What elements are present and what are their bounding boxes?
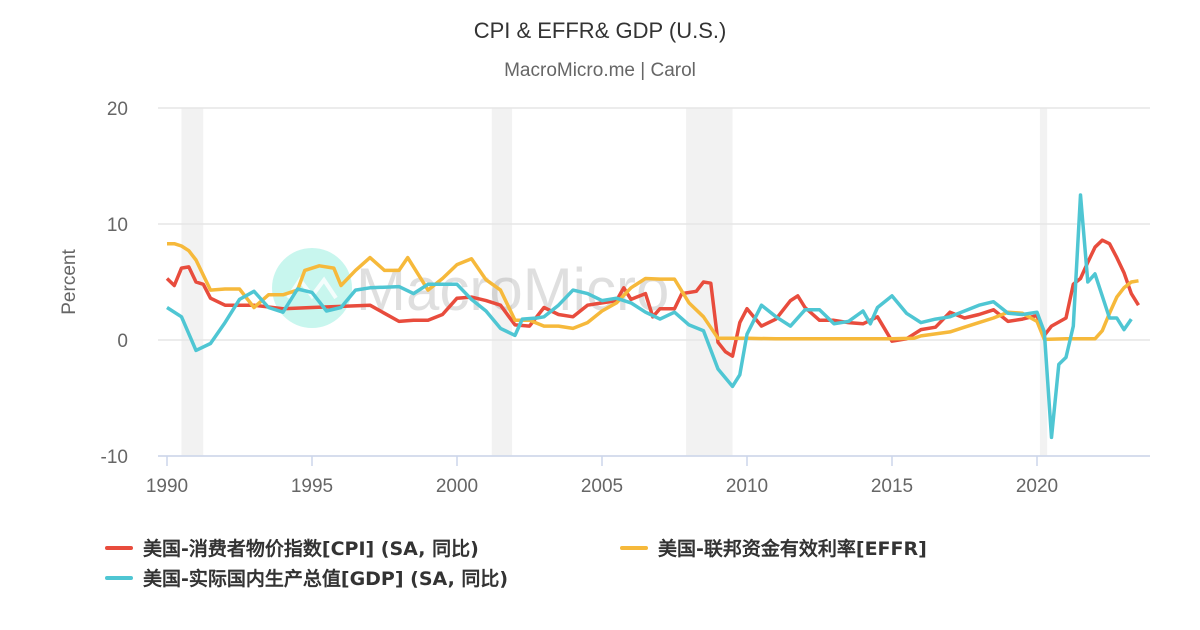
watermark-logo-mark	[286, 276, 338, 300]
legend-swatch-effr	[620, 545, 648, 550]
legend-swatch-cpi	[105, 545, 133, 550]
chart-title: CPI & EFFR& GDP (U.S.)	[473, 18, 727, 43]
legend-label-cpi: 美国-消费者物价指数[CPI] (SA, 同比)	[143, 538, 479, 560]
series-line-gdp	[166, 193, 1133, 440]
legend-label-gdp: 美国-实际国内生产总值[GDP] (SA, 同比)	[143, 568, 509, 590]
recession-band	[181, 108, 204, 456]
x-tick-label: 2010	[726, 476, 768, 497]
watermark-logo-icon	[272, 248, 352, 328]
y-tick-label: -10	[101, 447, 128, 468]
legend-item-gdp[interactable]: 美国-实际国内生产总值[GDP] (SA, 同比)	[105, 564, 508, 591]
legend-item-effr[interactable]: 美国-联邦资金有效利率[EFFR]	[620, 534, 927, 561]
x-tick-label: 2000	[436, 476, 478, 497]
x-tick-label: 1995	[291, 476, 333, 497]
y-axis-label: Percent	[59, 249, 80, 315]
y-tick-label: 0	[117, 331, 128, 352]
y-tick-label: 10	[107, 215, 128, 236]
x-tick-label: 2020	[1016, 476, 1058, 497]
legend-label-effr: 美国-联邦资金有效利率[EFFR]	[658, 538, 927, 560]
x-tick-label: 2015	[871, 476, 913, 497]
legend-swatch-gdp	[105, 575, 133, 580]
legend-item-cpi[interactable]: 美国-消费者物价指数[CPI] (SA, 同比)	[105, 534, 479, 561]
y-tick-label: 20	[107, 99, 128, 120]
recession-band	[491, 108, 513, 456]
recession-band	[1039, 108, 1048, 456]
chart-subtitle: MacroMicro.me | Carol	[504, 60, 696, 81]
x-tick-label: 1990	[146, 476, 188, 497]
x-tick-label: 2005	[581, 476, 623, 497]
